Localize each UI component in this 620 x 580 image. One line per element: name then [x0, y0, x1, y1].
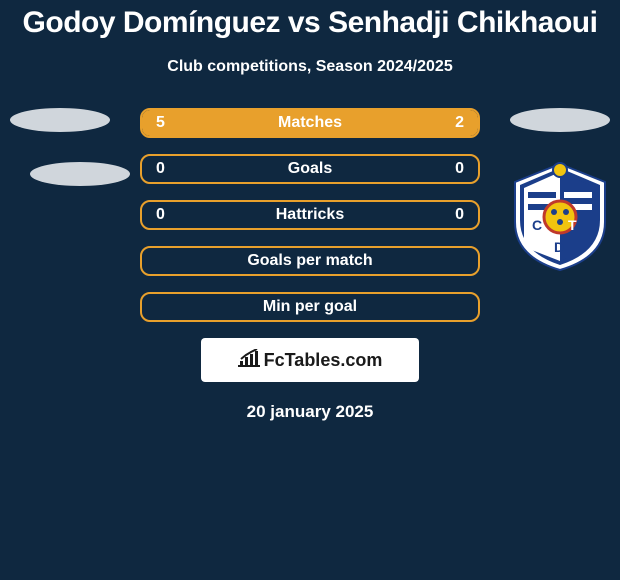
left-player-badges	[10, 108, 110, 216]
club-crest-icon: C T D	[510, 162, 610, 272]
svg-text:D: D	[554, 239, 564, 255]
stat-label: Goals	[142, 160, 478, 178]
stat-label: Matches	[142, 114, 478, 132]
svg-text:C: C	[532, 217, 542, 233]
content-area: C T D 5 Matches 2 0 Goals 0 0 Hattricks …	[0, 108, 620, 422]
stat-value-right: 0	[455, 160, 464, 178]
header: Godoy Domínguez vs Senhadji Chikhaoui Cl…	[0, 0, 620, 76]
stat-row-goals: 0 Goals 0	[140, 154, 480, 184]
chart-icon	[238, 349, 260, 372]
stat-label: Goals per match	[142, 252, 478, 270]
stat-row-matches: 5 Matches 2	[140, 108, 480, 138]
right-player-badges: C T D	[510, 108, 610, 272]
stat-row-min-per-goal: Min per goal	[140, 292, 480, 322]
svg-text:T: T	[568, 217, 577, 233]
stat-row-goals-per-match: Goals per match	[140, 246, 480, 276]
page-title: Godoy Domínguez vs Senhadji Chikhaoui	[0, 6, 620, 40]
player-ellipse-icon	[30, 162, 130, 186]
stat-value-right: 2	[455, 114, 464, 132]
stat-label: Min per goal	[142, 298, 478, 316]
stat-label: Hattricks	[142, 206, 478, 224]
stat-row-hattricks: 0 Hattricks 0	[140, 200, 480, 230]
player-ellipse-icon	[10, 108, 110, 132]
player-ellipse-icon	[510, 108, 610, 132]
stat-value-right: 0	[455, 206, 464, 224]
stat-rows: 5 Matches 2 0 Goals 0 0 Hattricks 0 Goal…	[140, 108, 480, 322]
page-subtitle: Club competitions, Season 2024/2025	[0, 58, 620, 76]
brand-name: FcTables.com	[264, 350, 383, 371]
brand-box: FcTables.com	[201, 338, 419, 382]
date-text: 20 january 2025	[0, 402, 620, 422]
